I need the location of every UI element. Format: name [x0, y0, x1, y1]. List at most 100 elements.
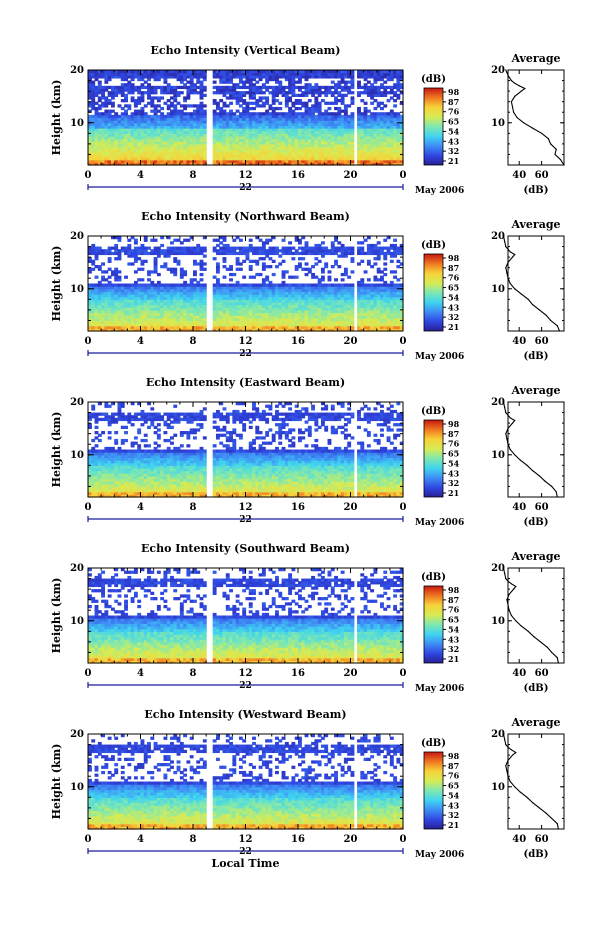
heatmap-cell — [170, 128, 174, 132]
heatmap-cell — [314, 83, 319, 87]
heatmap-cell — [232, 114, 237, 119]
heatmap-cell — [156, 75, 161, 79]
heatmap-cell — [127, 157, 132, 161]
heatmap-cell — [163, 317, 168, 322]
heatmap-cell — [94, 151, 99, 156]
heatmap-cell — [222, 294, 227, 298]
heatmap-cell — [140, 125, 145, 129]
heatmap-cell — [245, 85, 250, 90]
heatmap-cell — [343, 120, 348, 124]
heatmap-cell — [252, 141, 256, 145]
heatmap-cell — [176, 112, 181, 116]
heatmap-cell — [343, 149, 348, 153]
heatmap-cell — [294, 283, 299, 287]
heatmap-cell — [327, 304, 332, 308]
heatmap-cell — [343, 320, 348, 324]
heatmap-cell — [222, 159, 227, 163]
heatmap-cell — [307, 304, 312, 308]
heatmap-cell — [183, 270, 188, 274]
heatmap-cell — [343, 72, 348, 76]
heatmap-cell — [363, 301, 368, 306]
heatmap-cell — [304, 286, 309, 290]
heatmap-cell — [347, 328, 352, 332]
heatmap-cell — [350, 72, 355, 76]
heatmap-cell — [170, 91, 174, 95]
heatmap-cell — [386, 159, 391, 163]
heatmap-cell — [340, 315, 345, 319]
heatmap-cell — [176, 125, 181, 129]
heatmap-cell — [383, 146, 388, 150]
heatmap-cell — [101, 162, 106, 166]
heatmap-cell — [219, 288, 224, 293]
heatmap-cell — [360, 294, 365, 298]
heatmap-cell — [258, 301, 263, 306]
heatmap-cell — [114, 138, 119, 142]
heatmap-cell — [376, 70, 381, 74]
heatmap-cell — [357, 143, 361, 148]
heatmap-cell — [304, 262, 309, 266]
profile-point — [507, 74, 509, 76]
heatmap-cell — [317, 159, 322, 163]
heatmap-cell — [301, 246, 306, 250]
heatmap-cell — [268, 249, 273, 253]
profile-point — [516, 116, 518, 119]
heatmap-cell — [370, 88, 375, 92]
heatmap-cell — [311, 246, 316, 250]
heatmap-cell — [271, 157, 276, 161]
heatmap-cell — [350, 114, 355, 119]
heatmap-cell — [278, 141, 283, 145]
heatmap-cell — [304, 141, 309, 145]
heatmap-cell — [238, 312, 243, 316]
heatmap-cell — [363, 162, 368, 166]
heatmap-cell — [242, 117, 247, 121]
heatmap-cell — [298, 286, 302, 290]
heatmap-cell — [212, 312, 217, 316]
heatmap-cell — [199, 312, 204, 316]
heatmap-cell — [288, 112, 293, 116]
heatmap-cell — [215, 323, 220, 327]
heatmap-cell — [97, 304, 102, 308]
heatmap-cell — [311, 70, 316, 74]
heatmap-cell — [104, 109, 109, 113]
heatmap-cell — [124, 307, 128, 311]
heatmap-cell — [327, 149, 332, 153]
heatmap-cell — [166, 112, 171, 116]
heatmap-cell — [202, 122, 207, 127]
heatmap-cell — [150, 151, 155, 156]
heatmap-cell — [235, 114, 240, 119]
heatmap-cell — [281, 304, 286, 308]
heatmap-cell — [330, 312, 335, 316]
heatmap-cell — [242, 141, 247, 145]
heatmap-cell — [101, 93, 106, 97]
heatmap-cell — [252, 77, 256, 82]
heatmap-cell — [202, 151, 207, 156]
heatmap-cell — [94, 130, 99, 134]
heatmap-cell — [334, 296, 338, 300]
heatmap-cell — [311, 125, 316, 129]
heatmap-cell — [327, 278, 332, 282]
heatmap-cell — [314, 91, 319, 95]
heatmap-cell — [110, 125, 115, 129]
heatmap-cell — [360, 315, 365, 319]
heatmap-cell — [150, 328, 155, 332]
heatmap-cell — [156, 146, 161, 150]
heatmap-cell — [301, 141, 306, 145]
heatmap-cell — [288, 80, 293, 84]
heatmap-cell — [291, 296, 296, 300]
heatmap-cell — [101, 143, 106, 148]
heatmap-cell — [252, 93, 256, 97]
heatmap-cell — [301, 315, 306, 319]
heatmap-cell — [399, 154, 404, 158]
heatmap-cell — [393, 75, 398, 79]
heatmap-cell — [137, 120, 142, 124]
heatmap-cell — [104, 72, 109, 76]
heatmap-cell — [202, 249, 207, 253]
heatmap-cell — [337, 249, 342, 253]
heatmap-cell — [183, 70, 188, 74]
heatmap-cell — [94, 75, 99, 79]
heatmap-cell — [156, 104, 161, 108]
heatmap-cell — [170, 146, 174, 150]
heatmap-cell — [222, 77, 227, 82]
heatmap-cell — [202, 309, 207, 314]
heatmap-cell — [268, 265, 273, 269]
